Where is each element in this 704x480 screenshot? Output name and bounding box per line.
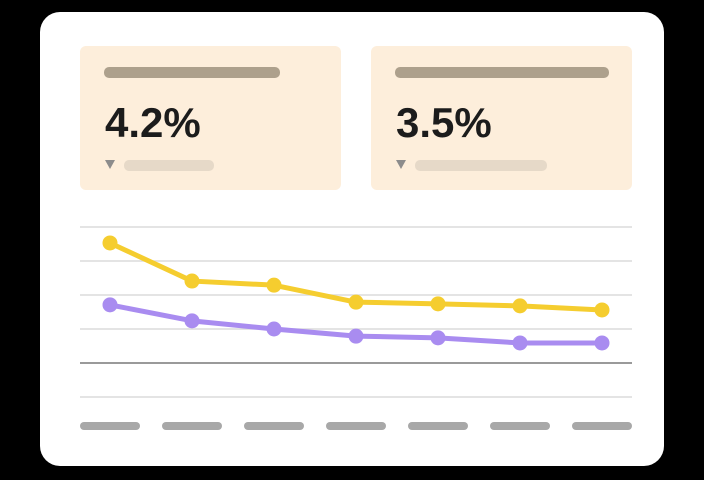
x-label-placeholder <box>80 422 140 430</box>
data-point <box>594 335 610 351</box>
data-point <box>184 313 200 329</box>
x-label-placeholder <box>408 422 468 430</box>
tile-bg <box>371 46 632 190</box>
kpi-value: 3.5% <box>396 99 492 146</box>
label-placeholder <box>395 67 609 78</box>
tile-bg <box>80 46 341 190</box>
kpi-tile: 3.5% <box>371 46 632 190</box>
chart <box>80 226 632 430</box>
data-point <box>102 235 118 251</box>
data-point <box>184 273 200 289</box>
trend-icon <box>105 160 115 169</box>
x-label-placeholder <box>490 422 550 430</box>
kpi-value: 4.2% <box>105 99 201 146</box>
sub-placeholder <box>415 160 547 171</box>
x-label-placeholder <box>162 422 222 430</box>
x-label-placeholder <box>572 422 632 430</box>
data-point <box>102 297 118 313</box>
data-point <box>430 330 446 346</box>
data-point <box>512 298 528 314</box>
data-point <box>594 302 610 318</box>
sub-placeholder <box>124 160 214 171</box>
data-point <box>266 277 282 293</box>
data-point <box>266 321 282 337</box>
data-point <box>348 294 364 310</box>
data-point <box>512 335 528 351</box>
x-label-placeholder <box>326 422 386 430</box>
label-placeholder <box>104 67 280 78</box>
kpi-tile: 4.2% <box>80 46 341 190</box>
trend-icon <box>396 160 406 169</box>
data-point <box>348 328 364 344</box>
x-label-placeholder <box>244 422 304 430</box>
data-point <box>430 296 446 312</box>
